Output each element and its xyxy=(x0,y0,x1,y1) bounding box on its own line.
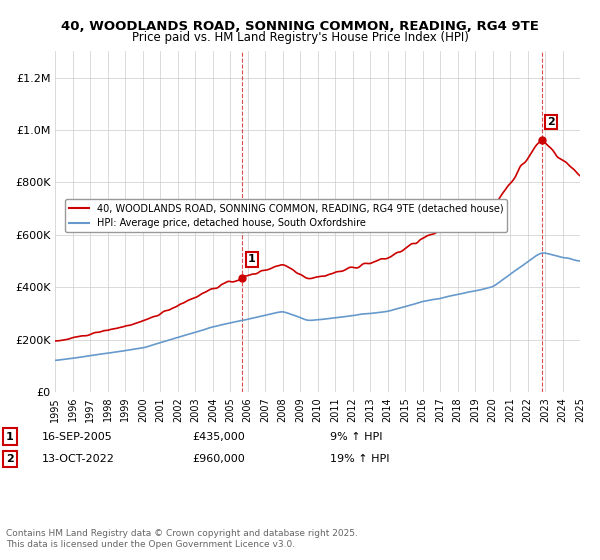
Text: 16-SEP-2005: 16-SEP-2005 xyxy=(42,432,113,442)
Text: 2: 2 xyxy=(547,117,554,127)
Text: 2: 2 xyxy=(6,454,14,464)
Legend: 40, WOODLANDS ROAD, SONNING COMMON, READING, RG4 9TE (detached house), HPI: Aver: 40, WOODLANDS ROAD, SONNING COMMON, READ… xyxy=(65,199,507,232)
Text: 1: 1 xyxy=(6,432,14,442)
Text: 19% ↑ HPI: 19% ↑ HPI xyxy=(330,454,389,464)
Text: £960,000: £960,000 xyxy=(192,454,245,464)
Text: 1: 1 xyxy=(248,254,256,264)
Text: Contains HM Land Registry data © Crown copyright and database right 2025.
This d: Contains HM Land Registry data © Crown c… xyxy=(6,529,358,549)
Text: 13-OCT-2022: 13-OCT-2022 xyxy=(42,454,115,464)
Text: 40, WOODLANDS ROAD, SONNING COMMON, READING, RG4 9TE: 40, WOODLANDS ROAD, SONNING COMMON, READ… xyxy=(61,20,539,32)
Text: Price paid vs. HM Land Registry's House Price Index (HPI): Price paid vs. HM Land Registry's House … xyxy=(131,31,469,44)
Text: £435,000: £435,000 xyxy=(192,432,245,442)
Text: 9% ↑ HPI: 9% ↑ HPI xyxy=(330,432,383,442)
